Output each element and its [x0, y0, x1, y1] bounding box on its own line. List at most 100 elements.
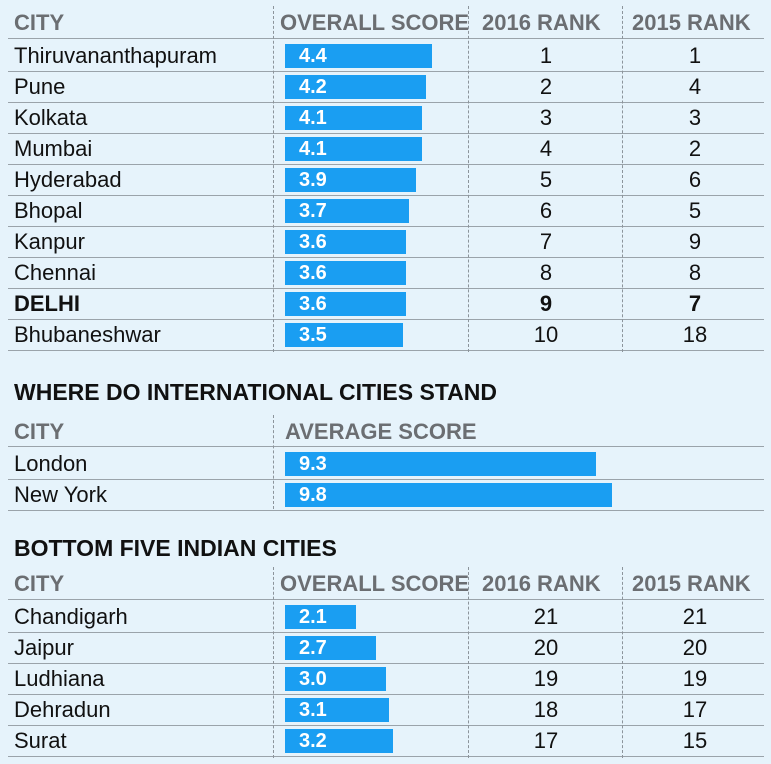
table-row: Kolkata 4.1 3 3: [0, 102, 771, 133]
row-divider: [8, 725, 764, 726]
rank-2016: 8: [539, 260, 553, 285]
rank-2015: 2: [688, 136, 702, 161]
city-name: Thiruvananthapuram: [14, 43, 218, 68]
rank-2015: 17: [682, 697, 708, 722]
city-name: Pune: [14, 74, 66, 99]
table-row: Kanpur 3.6 7 9: [0, 226, 771, 257]
header-city: CITY: [14, 10, 65, 35]
rank-2016: 18: [533, 697, 559, 722]
row-divider: [8, 257, 764, 258]
rank-2016: 20: [533, 635, 559, 660]
score-bar: 2.1: [285, 605, 356, 629]
score-bar: 3.0: [285, 667, 386, 691]
score-bar: 3.2: [285, 729, 393, 753]
city-name: Bhopal: [14, 198, 83, 223]
row-divider: [8, 599, 764, 600]
city-name: Kolkata: [14, 105, 88, 130]
row-divider: [8, 164, 764, 165]
table-row: Bhopal 3.7 6 5: [0, 195, 771, 226]
rank-2015: 9: [688, 229, 702, 254]
score-bar: 3.6: [285, 292, 406, 316]
rank-2015: 20: [682, 635, 708, 660]
table-row: Hyderabad 3.9 5 6: [0, 164, 771, 195]
score-bar: 3.7: [285, 199, 409, 223]
table-row: Chennai 3.6 8 8: [0, 257, 771, 288]
city-name: Surat: [14, 728, 67, 753]
table-row: Thiruvananthapuram 4.4 1 1: [0, 40, 771, 71]
row-divider: [8, 756, 764, 757]
column-divider: [468, 6, 469, 352]
rank-2016: 17: [533, 728, 559, 753]
score-bar: 9.3: [285, 452, 596, 476]
table-row: Mumbai 4.1 4 2: [0, 133, 771, 164]
header-2015-rank: 2015 RANK: [632, 571, 751, 596]
row-divider: [8, 510, 764, 511]
table-row: Pune 4.2 2 4: [0, 71, 771, 102]
rank-2016: 21: [533, 604, 559, 629]
table-header: CITY OVERALL SCORE 2016 RANK 2015 RANK: [0, 4, 771, 38]
header-2016-rank: 2016 RANK: [482, 10, 601, 35]
city-name: Dehradun: [14, 697, 111, 722]
rank-2016: 4: [539, 136, 553, 161]
table-row: DELHI 3.6 9 7: [0, 288, 771, 319]
rank-2016: 10: [533, 322, 559, 347]
table-row: London 9.3: [0, 448, 771, 479]
column-divider: [622, 6, 623, 352]
table-row: Dehradun 3.1 18 17: [0, 694, 771, 725]
table-row: Surat 3.2 17 15: [0, 725, 771, 756]
column-divider: [273, 567, 274, 758]
row-divider: [8, 663, 764, 664]
header-city: CITY: [14, 419, 65, 444]
rank-2015: 1: [688, 43, 702, 68]
row-divider: [8, 71, 764, 72]
score-bar: 3.1: [285, 698, 389, 722]
rank-2016: 19: [533, 666, 559, 691]
rank-2015: 7: [688, 291, 702, 316]
row-divider: [8, 133, 764, 134]
score-bar: 4.4: [285, 44, 432, 68]
column-divider: [273, 6, 274, 352]
header-overall-score: OVERALL SCORE: [280, 571, 470, 596]
rank-2016: 7: [539, 229, 553, 254]
city-name: Mumbai: [14, 136, 93, 161]
rank-2016: 6: [539, 198, 553, 223]
rank-2015: 4: [688, 74, 702, 99]
row-divider: [8, 446, 764, 447]
city-name: Ludhiana: [14, 666, 105, 691]
rank-2016: 5: [539, 167, 553, 192]
table-row: New York 9.8: [0, 479, 771, 510]
row-divider: [8, 288, 764, 289]
row-divider: [8, 38, 764, 39]
row-divider: [8, 319, 764, 320]
rank-2015: 21: [682, 604, 708, 629]
rank-2015: 6: [688, 167, 702, 192]
row-divider: [8, 226, 764, 227]
score-bar: 3.5: [285, 323, 403, 347]
column-divider: [622, 567, 623, 758]
score-bar: 3.6: [285, 261, 406, 285]
header-city: CITY: [14, 571, 65, 596]
rank-2016: 1: [539, 43, 553, 68]
city-name: Kanpur: [14, 229, 85, 254]
row-divider: [8, 350, 764, 351]
rank-2015: 8: [688, 260, 702, 285]
table-row: Chandigarh 2.1 21 21: [0, 601, 771, 632]
city-name: Bhubaneshwar: [14, 322, 161, 347]
table-row: Jaipur 2.7 20 20: [0, 632, 771, 663]
row-divider: [8, 195, 764, 196]
rank-2016: 2: [539, 74, 553, 99]
city-name: Jaipur: [14, 635, 74, 660]
rank-2015: 18: [682, 322, 708, 347]
row-divider: [8, 102, 764, 103]
rank-2016: 3: [539, 105, 553, 130]
score-bar: 4.1: [285, 137, 422, 161]
table-header: CITY OVERALL SCORE 2016 RANK 2015 RANK: [0, 565, 771, 599]
score-bar: 3.9: [285, 168, 416, 192]
row-divider: [8, 632, 764, 633]
column-divider: [273, 415, 274, 509]
row-divider: [8, 479, 764, 480]
international-title: WHERE DO INTERNATIONAL CITIES STAND: [14, 379, 497, 405]
score-bar: 9.8: [285, 483, 612, 507]
score-bar: 2.7: [285, 636, 376, 660]
header-2015-rank: 2015 RANK: [632, 10, 751, 35]
